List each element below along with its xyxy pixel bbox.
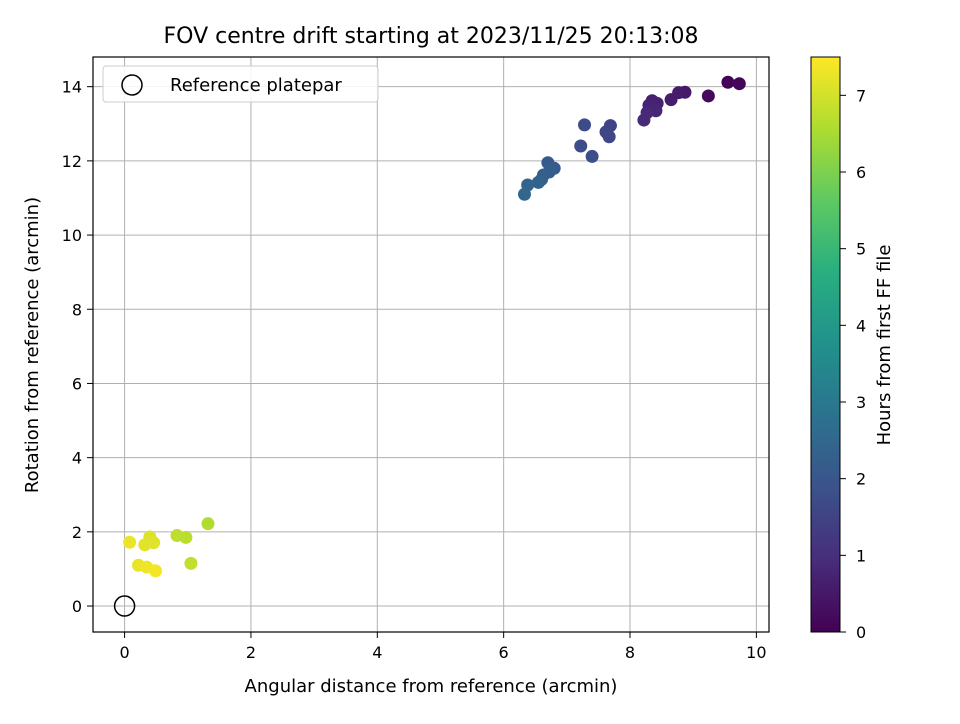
x-tick-label: 0 bbox=[119, 643, 129, 662]
data-point bbox=[138, 538, 152, 552]
colorbar-tick-label: 6 bbox=[856, 163, 866, 182]
axis-ticks: 0 2 4 6 8 10 0 2 4 6 8 10 12 14 bbox=[62, 78, 767, 662]
data-point bbox=[170, 529, 184, 543]
y-tick-label: 12 bbox=[62, 152, 82, 171]
data-point bbox=[518, 187, 532, 201]
colorbar-tick-label: 5 bbox=[856, 240, 866, 259]
data-point bbox=[184, 556, 198, 570]
plot-frame bbox=[92, 56, 770, 633]
colorbar-gradient bbox=[810, 56, 841, 633]
data-points bbox=[113, 75, 746, 617]
chart-title: FOV centre drift starting at 2023/11/25 … bbox=[164, 24, 699, 49]
x-tick-label: 10 bbox=[746, 643, 766, 662]
data-point bbox=[123, 535, 137, 549]
data-point bbox=[531, 175, 545, 189]
data-point bbox=[602, 130, 616, 144]
colorbar-label: Hours from first FF file bbox=[874, 245, 895, 446]
data-point bbox=[585, 149, 599, 163]
data-point bbox=[664, 93, 678, 107]
y-tick-label: 0 bbox=[72, 597, 82, 616]
data-point bbox=[574, 139, 588, 153]
colorbar: 0 1 2 3 4 5 6 7 Hours from first FF file bbox=[810, 56, 895, 642]
legend-marker-icon bbox=[121, 74, 143, 96]
colorbar-tick-label: 0 bbox=[856, 623, 866, 642]
x-tick-label: 8 bbox=[625, 643, 635, 662]
grid bbox=[93, 57, 769, 632]
colorbar-tick-label: 3 bbox=[856, 393, 866, 412]
data-point bbox=[578, 118, 592, 132]
x-tick-label: 2 bbox=[246, 643, 256, 662]
x-tick-label: 6 bbox=[499, 643, 509, 662]
colorbar-tick-label: 2 bbox=[856, 470, 866, 489]
data-point bbox=[201, 517, 215, 531]
reference-point-marker bbox=[113, 595, 136, 617]
y-tick-label: 10 bbox=[62, 226, 82, 245]
colorbar-tick-label: 1 bbox=[856, 546, 866, 565]
data-point bbox=[637, 113, 651, 127]
y-tick-label: 8 bbox=[72, 300, 82, 319]
data-point bbox=[721, 75, 735, 89]
data-point bbox=[732, 77, 746, 91]
colorbar-tick-label: 7 bbox=[856, 86, 866, 105]
y-axis-label: Rotation from reference (arcmin) bbox=[22, 197, 43, 493]
x-axis-label: Angular distance from reference (arcmin) bbox=[245, 676, 618, 697]
y-tick-label: 14 bbox=[62, 78, 82, 97]
data-point bbox=[149, 564, 163, 578]
legend-box bbox=[102, 65, 379, 103]
colorbar-ticks: 0 1 2 3 4 5 6 7 bbox=[840, 86, 866, 642]
y-tick-label: 4 bbox=[72, 449, 82, 468]
data-point bbox=[701, 89, 715, 103]
colorbar-tick-label: 4 bbox=[856, 316, 866, 335]
legend: Reference platepar bbox=[102, 65, 379, 103]
legend-label: Reference platepar bbox=[170, 75, 342, 96]
y-tick-label: 6 bbox=[72, 374, 82, 393]
x-tick-label: 4 bbox=[372, 643, 382, 662]
y-tick-label: 2 bbox=[72, 523, 82, 542]
